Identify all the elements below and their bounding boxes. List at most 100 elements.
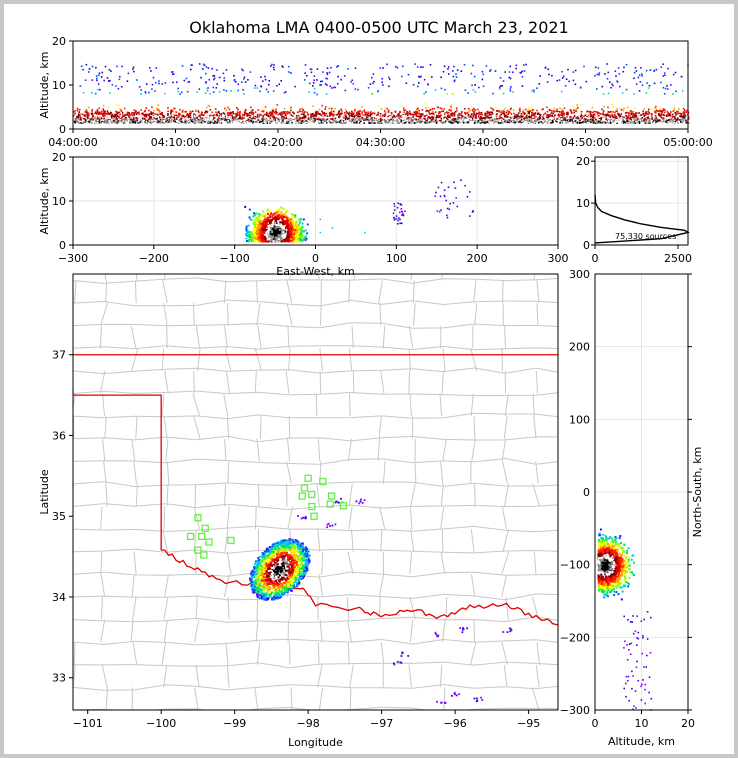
source-point <box>423 92 425 95</box>
source-point <box>564 120 567 123</box>
source-point <box>186 113 189 115</box>
source-point <box>528 118 530 121</box>
source-point <box>517 119 519 122</box>
source-point <box>621 120 624 123</box>
source-point <box>250 122 253 124</box>
source-point <box>655 105 657 108</box>
source-point <box>242 117 245 119</box>
source-point <box>414 111 417 114</box>
source-point <box>684 114 687 117</box>
source-point <box>458 112 461 115</box>
source-point <box>337 82 339 85</box>
source-point <box>510 107 512 110</box>
source-point <box>389 113 392 116</box>
source-point <box>611 117 613 120</box>
source-point <box>148 121 151 123</box>
source-point <box>558 79 561 81</box>
source-point <box>539 115 541 118</box>
source-point <box>413 121 416 123</box>
source-point <box>239 115 241 117</box>
source-point <box>277 121 280 123</box>
source-point <box>264 75 266 78</box>
source-point <box>89 118 92 121</box>
source-point <box>640 121 643 124</box>
source-point <box>404 113 407 116</box>
source-point <box>486 110 489 113</box>
source-point <box>224 115 227 118</box>
source-point <box>495 110 498 112</box>
source-point <box>425 107 427 109</box>
source-point <box>156 113 158 116</box>
source-point <box>227 106 229 109</box>
source-point <box>95 75 98 77</box>
source-point <box>369 115 372 117</box>
source-point <box>148 118 150 121</box>
source-point <box>166 117 169 119</box>
source-point <box>453 112 455 114</box>
source-point <box>76 116 79 119</box>
source-point <box>320 84 322 86</box>
source-point <box>327 122 330 124</box>
source-point <box>674 117 676 120</box>
source-point <box>620 108 623 111</box>
source-point <box>142 112 144 115</box>
source-point <box>126 111 129 114</box>
source-point <box>227 119 230 122</box>
source-point <box>556 116 559 118</box>
source-point <box>678 121 681 124</box>
source-point <box>576 104 579 106</box>
source-point <box>516 115 519 118</box>
source-point <box>622 109 625 112</box>
source-point <box>624 116 627 119</box>
source-point <box>545 121 548 124</box>
source-point <box>159 119 162 121</box>
source-point <box>252 121 254 123</box>
source-point <box>314 111 317 114</box>
source-point <box>485 113 488 115</box>
source-point <box>360 113 363 116</box>
source-point <box>667 88 669 90</box>
source-point <box>91 65 94 68</box>
source-point <box>176 81 178 83</box>
source-point <box>222 114 224 116</box>
source-point <box>437 120 440 123</box>
source-point <box>114 113 116 116</box>
source-point <box>634 67 637 69</box>
source-point <box>263 118 266 121</box>
source-point <box>347 122 350 124</box>
source-point <box>602 121 605 124</box>
source-point <box>456 118 458 121</box>
source-point <box>581 117 583 119</box>
source-point <box>481 115 483 117</box>
source-point <box>574 110 576 112</box>
source-point <box>664 74 666 76</box>
source-point <box>272 108 274 111</box>
source-point <box>650 121 652 124</box>
source-point <box>315 118 317 120</box>
source-point <box>171 115 174 117</box>
source-point <box>102 118 105 120</box>
source-point <box>215 120 218 122</box>
source-point <box>173 116 175 118</box>
source-point <box>190 68 192 71</box>
source-point <box>574 83 577 86</box>
source-point <box>128 114 130 116</box>
source-point <box>81 120 83 123</box>
source-point <box>619 85 621 88</box>
source-point <box>316 93 318 96</box>
source-point <box>150 116 152 118</box>
source-point <box>296 119 298 121</box>
source-point <box>344 114 346 116</box>
source-point <box>111 84 114 86</box>
source-point <box>610 115 612 117</box>
source-point <box>178 113 181 116</box>
source-point <box>603 120 606 123</box>
source-point <box>224 116 227 119</box>
source-point <box>102 110 105 112</box>
source-point <box>524 117 526 119</box>
source-point <box>204 117 207 120</box>
source-point <box>76 122 78 124</box>
source-point <box>571 122 574 124</box>
source-point <box>116 120 118 123</box>
source-point <box>683 111 685 113</box>
